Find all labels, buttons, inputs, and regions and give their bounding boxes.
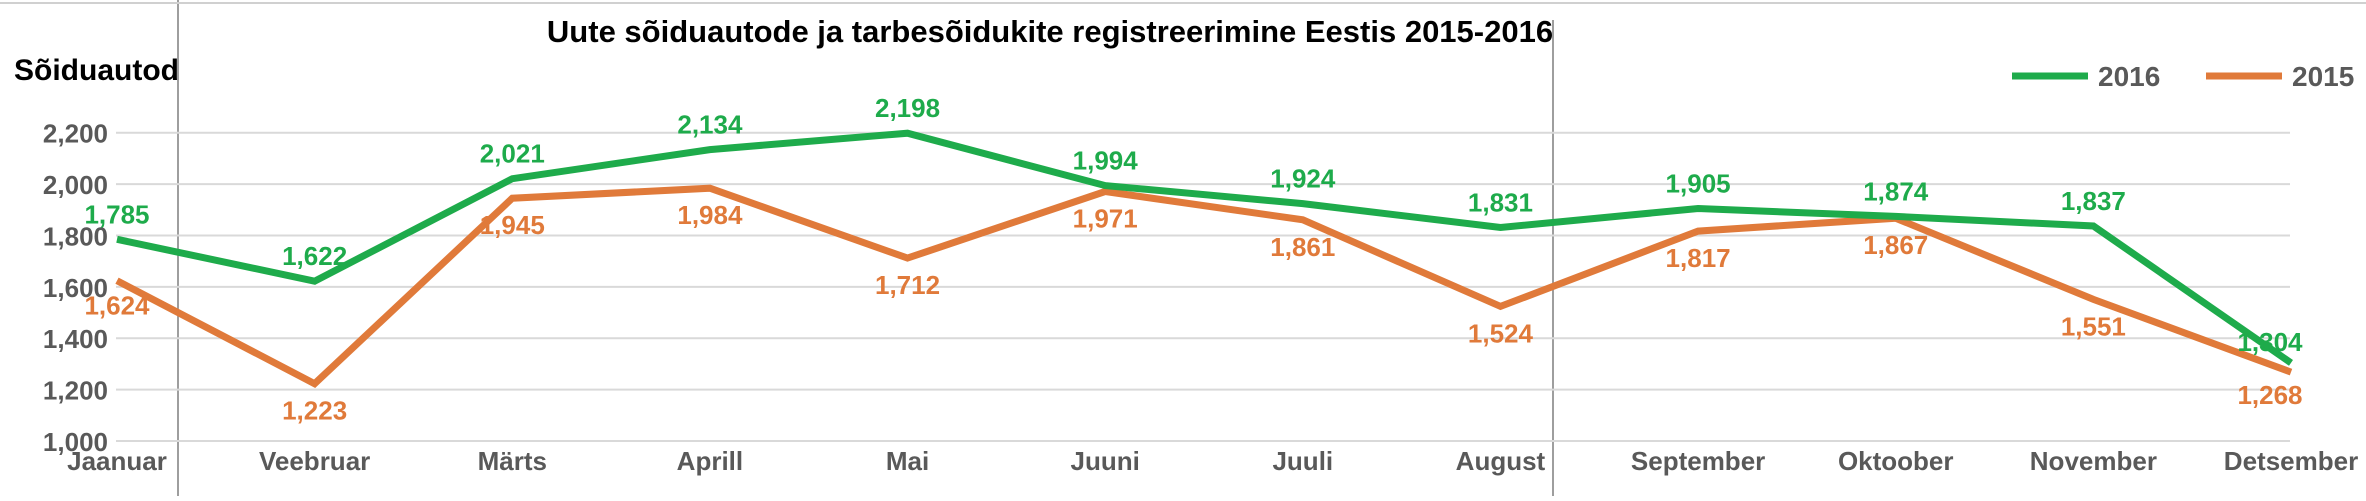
y-tick-label: 1,800 (43, 221, 108, 251)
data-label-2015: 1,268 (2237, 380, 2302, 410)
data-label-2015: 1,867 (1863, 230, 1928, 260)
x-tick-label: Juuni (1071, 446, 1140, 476)
data-label-2015: 1,551 (2061, 311, 2126, 341)
x-tick-label: September (1631, 446, 1765, 476)
x-tick-label: Detsember (2224, 446, 2358, 476)
data-label-2015: 1,861 (1270, 232, 1335, 262)
x-tick-label: Mai (886, 446, 929, 476)
y-tick-label: 2,200 (43, 119, 108, 149)
series-line-2015 (115, 184, 2293, 388)
data-label-2016: 1,622 (282, 241, 347, 271)
data-label-2016: 1,994 (1073, 146, 1139, 176)
data-label-2015: 1,223 (282, 396, 347, 426)
x-tick-label: Veebruar (259, 446, 370, 476)
x-tick-label: Jaanuar (67, 446, 167, 476)
x-tick-label: August (1456, 446, 1546, 476)
legend: 2016 2015 (2012, 61, 2354, 92)
legend-label-2016: 2016 (2098, 61, 2160, 92)
y-tick-label: 1,000 (43, 427, 108, 457)
x-tick-label: Oktoober (1838, 446, 1954, 476)
data-label-2016: 1,785 (84, 199, 149, 229)
data-label-2016: 1,837 (2061, 186, 2126, 216)
data-label-2016: 2,021 (480, 139, 545, 169)
y-tick-label: 1,600 (43, 273, 108, 303)
x-tick-label: Aprill (677, 446, 743, 476)
data-label-2015: 1,712 (875, 270, 940, 300)
data-label-2016: 1,905 (1666, 168, 1731, 198)
data-label-2015: 1,984 (677, 200, 743, 230)
legend-label-2015: 2015 (2292, 61, 2354, 92)
x-tick-label: Märts (478, 446, 547, 476)
data-label-2016: 1,831 (1468, 187, 1533, 217)
data-label-2016: 1,924 (1270, 164, 1336, 194)
data-label-2015: 1,624 (84, 291, 150, 321)
data-label-2016: 2,198 (875, 93, 940, 123)
data-label-2015: 1,524 (1468, 318, 1534, 348)
data-label-2016: 2,134 (677, 110, 743, 140)
y-tick-label: 1,200 (43, 376, 108, 406)
y-tick-label: 2,000 (43, 170, 108, 200)
data-label-2016: 1,304 (2237, 327, 2303, 357)
x-tick-label: November (2030, 446, 2157, 476)
data-label-2015: 1,817 (1666, 243, 1731, 273)
y-tick-label: 1,400 (43, 324, 108, 354)
chart-title: Uute sõiduautode ja tarbesõidukite regis… (547, 14, 1553, 49)
series-line-2016 (116, 129, 2293, 366)
x-tick-label: Juuli (1272, 446, 1333, 476)
data-label-2015: 1,945 (480, 210, 545, 240)
data-label-2016: 1,874 (1863, 176, 1929, 206)
data-label-2015: 1,971 (1073, 204, 1138, 234)
y-axis-title: Sõiduautod (14, 54, 179, 87)
